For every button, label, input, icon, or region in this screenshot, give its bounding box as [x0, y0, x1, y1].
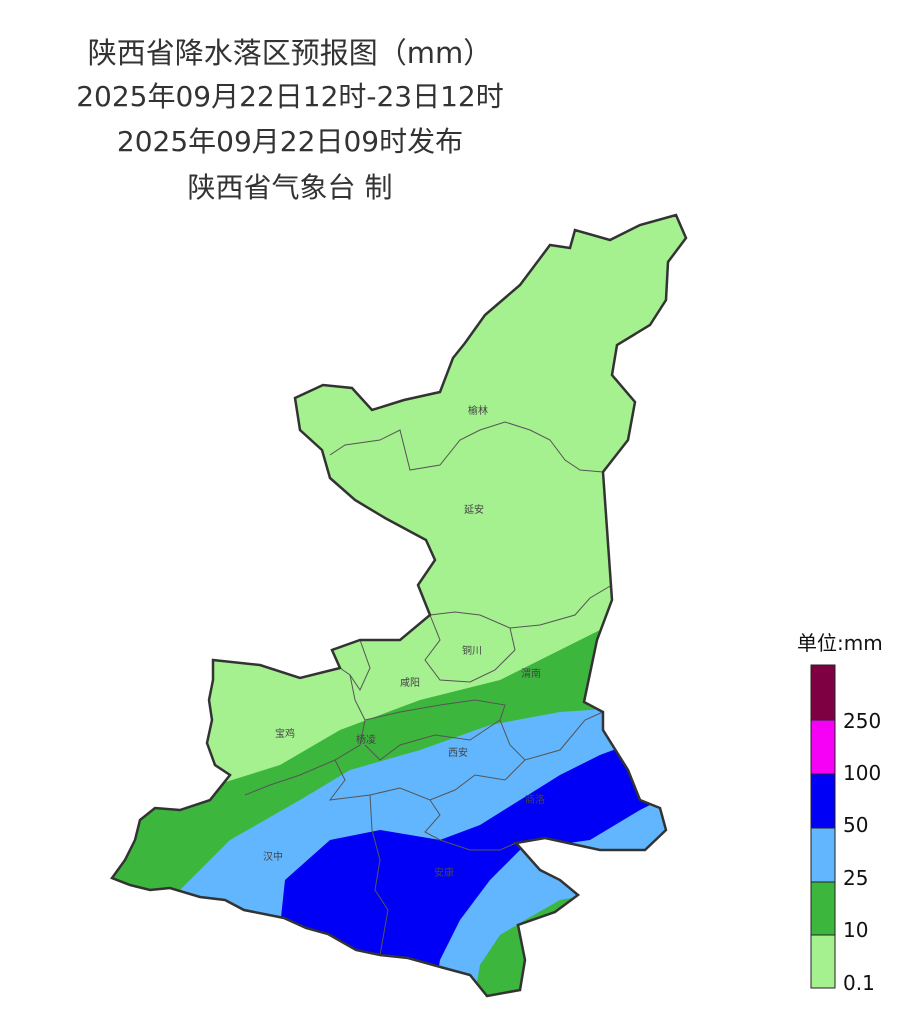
legend-swatch-50: [810, 773, 836, 829]
city-label-tongchuan: 铜川: [462, 645, 482, 657]
prefecture-boundaries: [244, 421, 613, 956]
city-label-hanzhong: 汉中: [263, 850, 283, 863]
issue-time: 2025年09月22日09时发布: [116, 125, 464, 158]
city-label-shangluo: 商洛: [525, 793, 545, 806]
legend-swatch-10: [810, 881, 836, 936]
precip-bands: [112, 215, 686, 996]
map-title: 陕西省降水落区预报图（mm）: [87, 36, 493, 70]
legend-swatch-25: [810, 827, 836, 883]
legend-swatch-0.1: [810, 934, 836, 989]
legend-label-25: 25: [843, 866, 868, 890]
city-label-ankang: 安康: [434, 866, 454, 879]
legend-label-10: 10: [843, 918, 868, 942]
city-label-xian: 西安: [448, 746, 468, 759]
issuer: 陕西省气象台 制: [187, 171, 393, 204]
legend-swatch-250: [810, 664, 836, 721]
city-labels: 榆林 延安 铜川 咸阳 渭南 宝鸡 杨凌 西安 商洛 汉中 安康: [263, 404, 545, 879]
band-50: [270, 740, 686, 996]
legend-title: 单位:mm: [797, 631, 883, 655]
province-outline: [110, 213, 688, 998]
city-label-yangling: 杨凌: [356, 733, 376, 746]
legend-swatch-100: [810, 719, 836, 775]
legend-label-250: 250: [843, 709, 881, 733]
legend-label-0.1: 0.1: [843, 971, 875, 995]
city-label-baoji: 宝鸡: [275, 727, 295, 740]
legend: 单位:mm 0.1 10 25 50 100 250: [797, 631, 883, 995]
city-label-yanan: 延安: [464, 503, 484, 516]
city-label-xianyang: 咸阳: [400, 677, 420, 689]
city-label-weinan: 渭南: [521, 667, 541, 680]
legend-label-100: 100: [843, 761, 881, 785]
legend-label-50: 50: [843, 813, 868, 837]
forecast-period: 2025年09月22日12时-23日12时: [76, 80, 504, 113]
city-label-yulin: 榆林: [468, 404, 488, 417]
